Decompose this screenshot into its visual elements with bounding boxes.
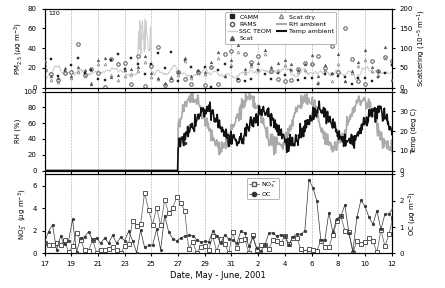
Y-axis label: Scattering (10$^{-5}$ m$^{-1}$): Scattering (10$^{-5}$ m$^{-1}$) — [416, 9, 428, 87]
Y-axis label: NO$_3^-$ ($\mu$g m$^{-3}$): NO$_3^-$ ($\mu$g m$^{-3}$) — [16, 188, 29, 240]
Y-axis label: OC ($\mu$g m$^{-3}$): OC ($\mu$g m$^{-3}$) — [407, 192, 419, 236]
Y-axis label: Temp (deg C): Temp (deg C) — [411, 108, 417, 154]
Y-axis label: PM$_{2.5}$ ($\mu$g m$^{-3}$): PM$_{2.5}$ ($\mu$g m$^{-3}$) — [13, 22, 25, 75]
Y-axis label: RH (%): RH (%) — [14, 119, 20, 143]
Legend: NO$_3^-$, OC: NO$_3^-$, OC — [247, 178, 279, 199]
Legend: CAMM, RAMS, SSC TEOM, Scat, Scat dry, RH ambient, Temp ambient: CAMM, RAMS, SSC TEOM, Scat, Scat dry, RH… — [225, 12, 336, 44]
X-axis label: Date, May - June, 2001: Date, May - June, 2001 — [170, 271, 266, 280]
Text: 120: 120 — [48, 11, 60, 16]
